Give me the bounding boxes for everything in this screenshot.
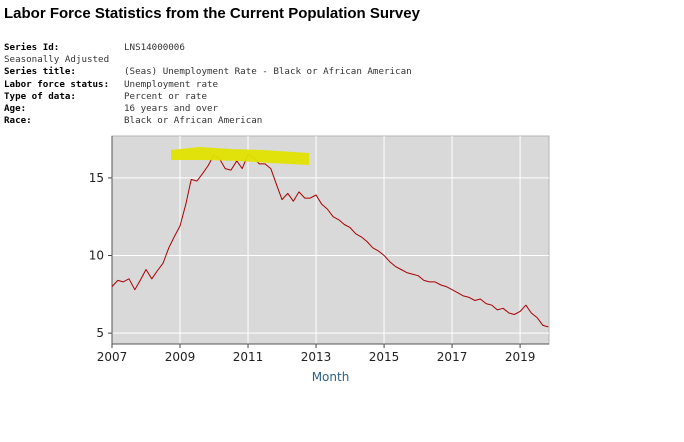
x-axis-label: Month — [312, 370, 350, 384]
adjustment-value: Seasonally Adjusted — [4, 54, 110, 66]
race-row: Race: Black or African American — [4, 115, 412, 127]
x-tick-label: 2019 — [505, 350, 536, 364]
series-title-value: (Seas) Unemployment Rate - Black or Afri… — [124, 66, 412, 78]
series-line — [111, 154, 549, 328]
lf-status-value: Unemployment rate — [124, 78, 219, 90]
series-title-label: Series title: — [4, 66, 76, 78]
series-info: Series Id: LNS14000006 Seasonally Adjust… — [4, 42, 412, 127]
highlighter-mark — [171, 147, 309, 165]
plot-area — [111, 135, 550, 345]
series-id-value: LNS14000006 — [124, 42, 185, 53]
x-tick-label: 2013 — [301, 350, 332, 364]
y-tick-label: 15 — [89, 171, 104, 185]
age-label: Age: — [4, 102, 27, 114]
data-type-value: Percent or rate — [124, 90, 207, 102]
x-tick-label: 2011 — [233, 350, 264, 364]
series-title-row: Series title: (Seas) Unemployment Rate -… — [4, 66, 412, 78]
lf-status-label: Labor force status: — [4, 78, 110, 90]
x-tick-label: 2015 — [369, 350, 400, 364]
x-tick-label: 2009 — [165, 350, 196, 364]
y-tick-label: 5 — [96, 326, 104, 340]
x-tick-label: 2017 — [437, 350, 468, 364]
data-type-label: Type of data: — [4, 90, 76, 102]
age-value: 16 years and over — [124, 102, 219, 114]
adjustment-row: Seasonally Adjusted — [4, 54, 412, 66]
lf-status-row: Labor force status: Unemployment rate — [4, 79, 412, 91]
series-id-label: Series Id: — [4, 42, 60, 53]
data-type-row: Type of data: Percent or rate — [4, 91, 412, 103]
age-row: Age: 16 years and over — [4, 103, 412, 115]
y-tick-label: 10 — [89, 249, 104, 263]
x-tick-label: 2007 — [97, 350, 128, 364]
page-title: Labor Force Statistics from the Current … — [4, 5, 420, 22]
series-id-row: Series Id: LNS14000006 — [4, 42, 412, 54]
race-value: Black or African American — [124, 115, 263, 127]
race-label: Race: — [4, 115, 32, 127]
